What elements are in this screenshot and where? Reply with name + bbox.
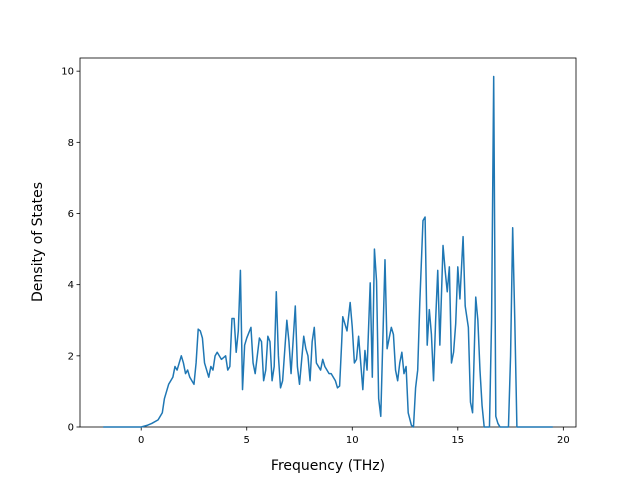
line [103, 75, 553, 428]
y-tick-label: 2 [68, 351, 74, 362]
y-axis-label: Density of States [30, 182, 46, 302]
y-tick-label: 0 [68, 423, 74, 434]
x-tick-label: 10 [346, 435, 359, 446]
x-tick-label: 15 [451, 435, 464, 446]
x-tick-label: 20 [557, 435, 570, 446]
plot-frame [79, 57, 577, 428]
y-tick-label: 8 [68, 138, 74, 149]
y-tick-label: 6 [68, 209, 74, 220]
x-axis-label: Frequency (THz) [271, 458, 385, 474]
y-tick-label: 4 [68, 280, 74, 291]
x-tick-label: 5 [244, 435, 250, 446]
x-tick-label: 0 [138, 435, 144, 446]
y-tick-label: 10 [61, 67, 74, 78]
